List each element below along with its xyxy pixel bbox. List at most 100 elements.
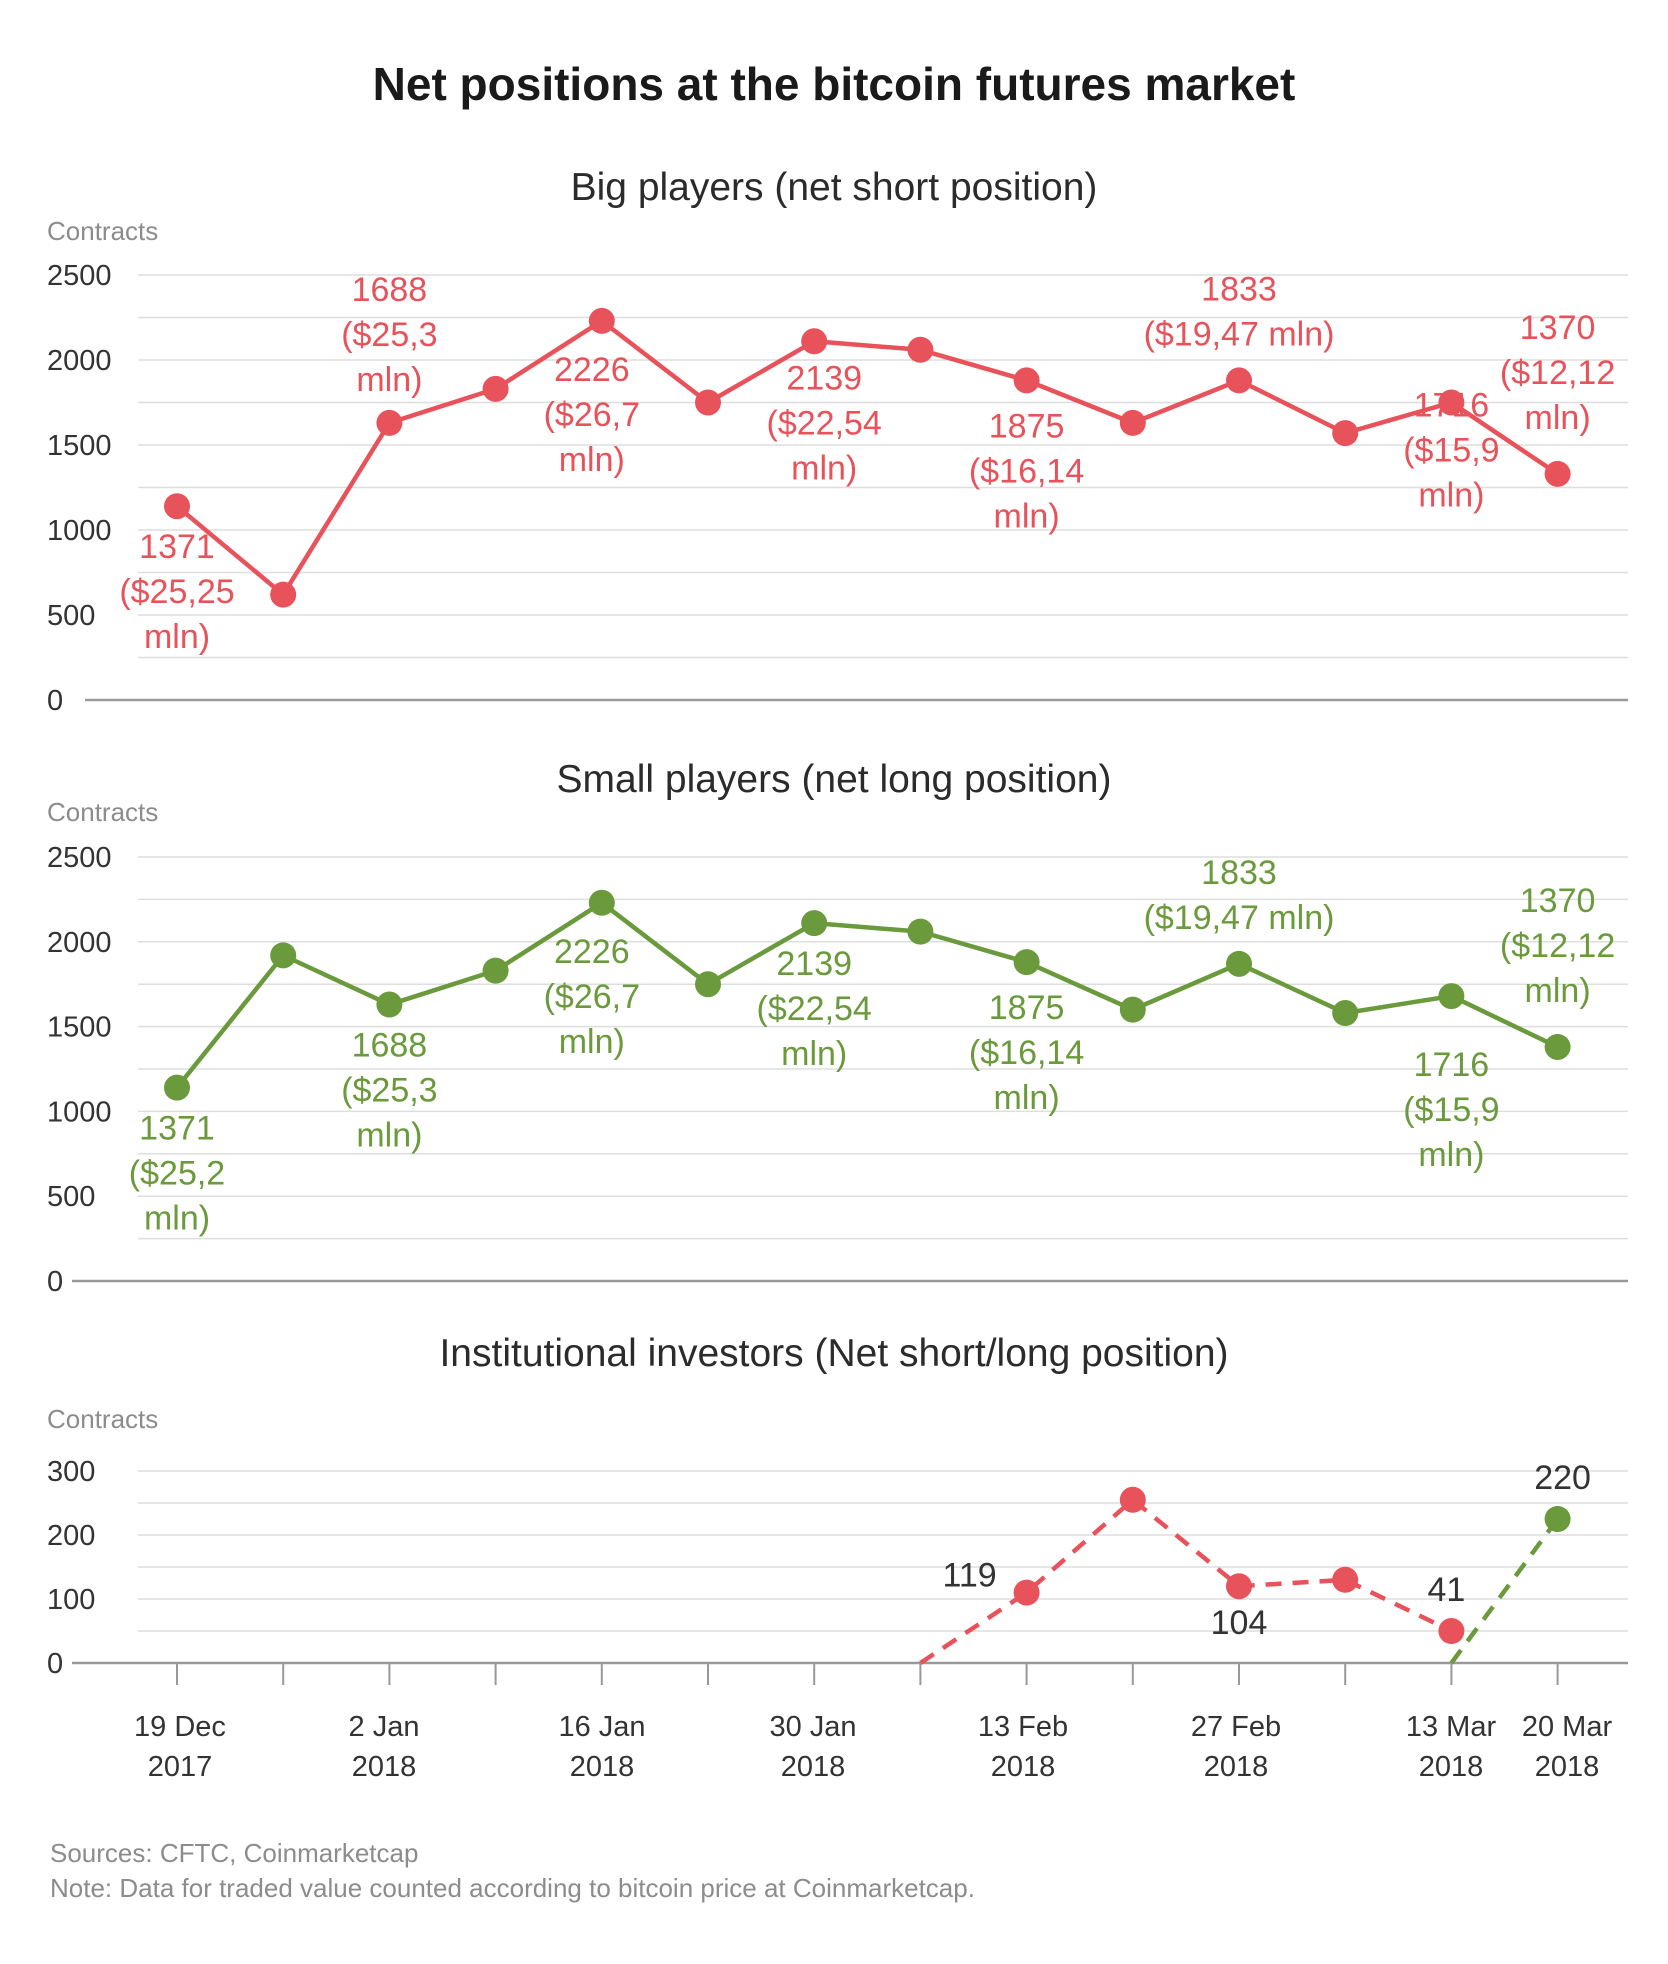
data-label: 1716 ($15,9 mln) bbox=[1403, 1046, 1499, 1174]
x-tick-label-line: 2017 bbox=[148, 1751, 213, 1783]
data-label-line: 1716 bbox=[1414, 1046, 1490, 1084]
data-label-line: ($15,9 bbox=[1403, 432, 1499, 470]
data-point bbox=[1332, 1566, 1359, 1593]
data-label-line: mln) bbox=[1418, 477, 1484, 515]
data-label-line: ($22,54 bbox=[767, 404, 882, 442]
x-tick-label-line: 2018 bbox=[1204, 1751, 1269, 1783]
x-tick-label-line: 13 Mar bbox=[1406, 1711, 1497, 1743]
panel-small-players: Small players (net long position) Contrac… bbox=[47, 758, 1628, 1298]
y-tick-label: 2500 bbox=[47, 842, 112, 874]
series-line bbox=[175, 318, 1559, 597]
data-label: 1875 ($16,14 mln) bbox=[969, 989, 1084, 1117]
data-label-line: 2139 bbox=[786, 359, 862, 397]
data-label-line: 1833 bbox=[1201, 270, 1277, 308]
data-point bbox=[164, 1074, 190, 1101]
x-tick-label-line: 19 Dec bbox=[134, 1711, 226, 1743]
y-axis-title: Contracts bbox=[47, 797, 158, 827]
y-tick-label: 2000 bbox=[47, 927, 112, 959]
x-tick-label-line: 2018 bbox=[781, 1751, 846, 1783]
data-point bbox=[1438, 983, 1465, 1010]
data-point bbox=[1119, 409, 1146, 436]
data-label-line: 1370 bbox=[1520, 309, 1596, 347]
data-label-line: ($16,14 bbox=[969, 1034, 1084, 1072]
x-tick-label-line: 2018 bbox=[570, 1751, 635, 1783]
y-tick-label: 1000 bbox=[47, 1096, 112, 1128]
y-tick-label: 300 bbox=[47, 1456, 95, 1488]
panel-subtitle: Big players (net short position) bbox=[571, 166, 1098, 209]
y-tick-label: 1000 bbox=[47, 515, 112, 547]
y-tick-label: 0 bbox=[47, 1266, 63, 1298]
y-axis-title: Contracts bbox=[47, 1404, 158, 1434]
data-label: 2139 ($22,54 mln) bbox=[757, 945, 872, 1073]
x-tick-label-line: 13 Feb bbox=[978, 1711, 1068, 1743]
data-label-line: ($25,25 bbox=[119, 573, 234, 611]
y-tick-label: 200 bbox=[47, 1520, 95, 1552]
data-label-line: 1371 bbox=[139, 528, 215, 566]
data-label: 1833 ($19,47 mln) bbox=[1144, 270, 1335, 353]
x-tick-label-line: 2 Jan bbox=[349, 1711, 420, 1743]
data-label-line: ($12,12 bbox=[1500, 927, 1615, 965]
data-label-line: mln) bbox=[356, 1117, 422, 1155]
panel-subtitle: Small players (net long position) bbox=[557, 758, 1112, 801]
data-point bbox=[164, 493, 190, 520]
data-label-line: ($25,2 bbox=[129, 1155, 225, 1193]
x-tick-label-line: 30 Jan bbox=[769, 1711, 856, 1743]
x-tick-label: 30 Jan 2018 bbox=[769, 1711, 856, 1783]
data-point bbox=[482, 375, 509, 402]
data-label-line: mln) bbox=[1418, 1136, 1484, 1174]
x-tick-label: 2 Jan 2018 bbox=[349, 1711, 420, 1783]
footer-sources: Sources: CFTC, Coinmarketcap bbox=[50, 1838, 418, 1868]
data-label: 220 bbox=[1534, 1459, 1591, 1497]
data-label-line: 1875 bbox=[989, 989, 1065, 1027]
data-point bbox=[1332, 1000, 1359, 1027]
data-label-line: ($12,12 bbox=[1500, 354, 1615, 392]
data-label-line: ($19,47 mln) bbox=[1144, 899, 1335, 937]
x-tick-label: 16 Jan 2018 bbox=[558, 1711, 645, 1783]
x-tick-label-line: 2018 bbox=[991, 1751, 1056, 1783]
data-label-line: 1688 bbox=[352, 1027, 428, 1065]
data-label-line: ($25,3 bbox=[341, 1072, 437, 1110]
data-label-line: mln) bbox=[144, 618, 210, 656]
data-label-line: 1370 bbox=[1520, 882, 1596, 920]
x-tick-label: 13 Feb 2018 bbox=[978, 1711, 1068, 1783]
data-label: 1371 ($25,25 mln) bbox=[119, 528, 234, 656]
data-point bbox=[695, 971, 721, 998]
data-label: 1370 ($12,12 mln) bbox=[1500, 309, 1615, 437]
data-label: 2139 ($22,54 mln) bbox=[767, 359, 882, 487]
data-label: 1370 ($12,12 mln) bbox=[1500, 882, 1615, 1010]
data-label-line: 2226 bbox=[554, 933, 630, 971]
data-label-line: mln) bbox=[144, 1200, 210, 1238]
data-point bbox=[1544, 460, 1571, 487]
data-label-line: ($22,54 bbox=[757, 990, 872, 1028]
y-tick-label: 2500 bbox=[47, 260, 112, 292]
y-tick-label: 500 bbox=[47, 600, 95, 632]
data-label: 1371 ($25,2 mln) bbox=[129, 1110, 225, 1238]
data-point bbox=[1013, 949, 1040, 976]
data-point bbox=[270, 942, 297, 969]
data-label: 1875 ($16,14 mln) bbox=[969, 407, 1084, 535]
data-label-line: mln) bbox=[1525, 972, 1591, 1010]
y-tick-label: 0 bbox=[47, 1648, 63, 1680]
series-line bbox=[919, 1497, 1453, 1665]
data-point bbox=[1438, 389, 1465, 416]
y-axis-title: Contracts bbox=[47, 216, 158, 246]
data-label: 2226 ($26,7 mln) bbox=[544, 933, 640, 1061]
x-tick-label: 27 Feb 2018 bbox=[1191, 1711, 1281, 1783]
data-point bbox=[1544, 1506, 1571, 1532]
data-label-line: mln) bbox=[791, 449, 857, 487]
footer-note: Note: Data for traded value counted acco… bbox=[50, 1873, 975, 1903]
data-label-line: 2226 bbox=[554, 351, 630, 389]
data-label-line: 1875 bbox=[989, 407, 1065, 445]
data-point bbox=[1226, 950, 1252, 977]
data-point bbox=[482, 957, 509, 984]
x-tick-label: 20 Mar 2018 bbox=[1522, 1711, 1613, 1783]
data-label-line: mln) bbox=[559, 1023, 625, 1061]
data-label: 1833 ($19,47 mln) bbox=[1144, 854, 1335, 937]
y-tick-label: 2000 bbox=[47, 345, 112, 377]
y-tick-label: 500 bbox=[47, 1181, 95, 1213]
data-label-line: mln) bbox=[559, 441, 625, 479]
data-point bbox=[801, 910, 828, 937]
data-label: 41 bbox=[1427, 1571, 1465, 1609]
